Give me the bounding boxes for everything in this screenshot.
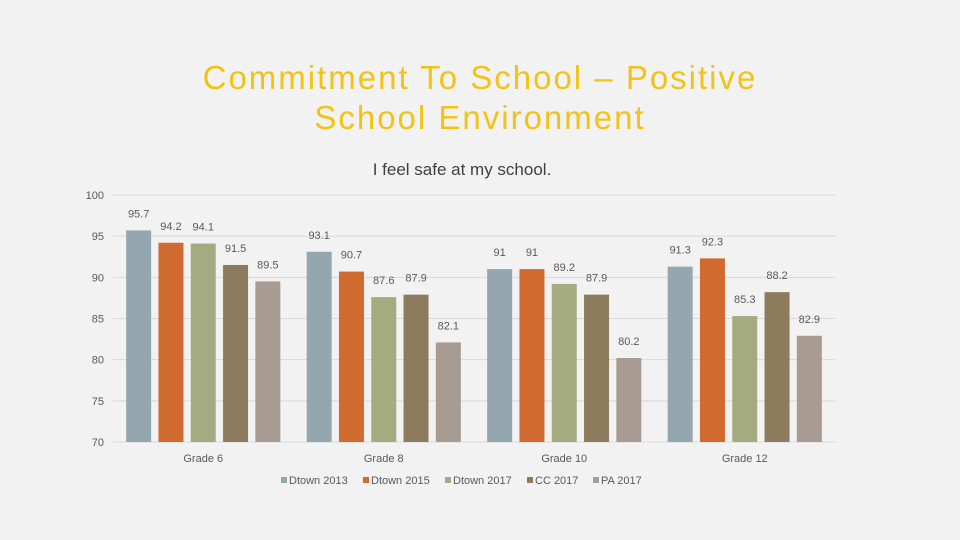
x-tick-label: Grade 12 (722, 453, 768, 465)
legend-swatch (527, 477, 533, 483)
legend: Dtown 2013 Dtown 2015 Dtown 2017 CC 2017 PA … (281, 475, 642, 487)
data-label: 91 (526, 247, 538, 259)
legend-label: CC 2017 (535, 475, 578, 487)
bar (584, 294, 610, 442)
bar (126, 230, 152, 442)
y-tick-label: 95 (92, 231, 104, 243)
bar (338, 271, 364, 442)
bar (699, 258, 725, 442)
legend-swatch (281, 477, 287, 483)
legend-label: PA 2017 (601, 475, 642, 487)
data-label: 91 (494, 247, 506, 259)
bar (667, 266, 693, 442)
data-label: 82.9 (799, 314, 820, 326)
legend-label: Dtown 2013 (289, 475, 348, 487)
data-label: 89.5 (257, 259, 278, 271)
data-label: 87.6 (373, 275, 394, 287)
bar (551, 283, 577, 442)
y-tick-label: 90 (92, 272, 104, 284)
data-label: 94.2 (160, 221, 181, 233)
bar (764, 292, 790, 442)
bar (306, 251, 332, 442)
y-tick-label: 75 (92, 396, 104, 408)
data-label: 95.7 (128, 208, 149, 220)
x-tick-label: Grade 6 (183, 453, 223, 465)
data-label: 82.1 (438, 320, 459, 332)
y-tick-label: 85 (92, 314, 104, 326)
y-tick-label: 70 (92, 437, 104, 449)
data-label: 88.2 (766, 270, 787, 282)
bar (616, 358, 642, 442)
data-label: 87.9 (586, 273, 607, 285)
bar (190, 243, 216, 442)
bar (487, 269, 513, 442)
slide-title: Commitment To School – Positive School E… (60, 58, 900, 138)
bar (732, 316, 758, 442)
y-axis: 70 75 80 85 90 95 100 (86, 190, 104, 449)
data-label: 93.1 (308, 230, 329, 242)
data-label: 94.1 (193, 222, 214, 234)
bar (796, 335, 822, 442)
data-label: 90.7 (341, 250, 362, 262)
legend-swatch (445, 477, 451, 483)
bars (126, 230, 822, 442)
bar (371, 297, 397, 442)
data-labels: 95.7 94.2 94.1 91.5 89.5 93.1 90.7 87.6 87.9 82.1… (128, 208, 820, 348)
slide-title-line-2: School Environment (314, 99, 646, 136)
data-label: 92.3 (702, 236, 723, 248)
data-label: 91.3 (669, 245, 690, 257)
bar (158, 242, 184, 442)
chart-title: I feel safe at my school. (373, 160, 552, 179)
data-label: 89.2 (554, 262, 575, 274)
data-label: 87.9 (405, 273, 426, 285)
y-tick-label: 80 (92, 355, 104, 367)
data-label: 85.3 (734, 294, 755, 306)
data-label: 80.2 (618, 336, 639, 348)
x-tick-label: Grade 8 (364, 453, 404, 465)
bar (255, 281, 281, 442)
bar (403, 294, 429, 442)
data-label: 91.5 (225, 243, 246, 255)
bar (519, 269, 545, 442)
gridlines (113, 194, 835, 443)
x-axis: Grade 6 Grade 8 Grade 10 Grade 12 (183, 453, 767, 465)
bar (223, 264, 249, 442)
legend-label: Dtown 2017 (453, 475, 512, 487)
slide-title-line-1: Commitment To School – Positive (202, 59, 758, 96)
legend-swatch (363, 477, 369, 483)
x-tick-label: Grade 10 (541, 453, 587, 465)
legend-swatch (593, 477, 599, 483)
bar (435, 342, 461, 442)
y-tick-label: 100 (86, 190, 104, 202)
legend-label: Dtown 2015 (371, 475, 430, 487)
